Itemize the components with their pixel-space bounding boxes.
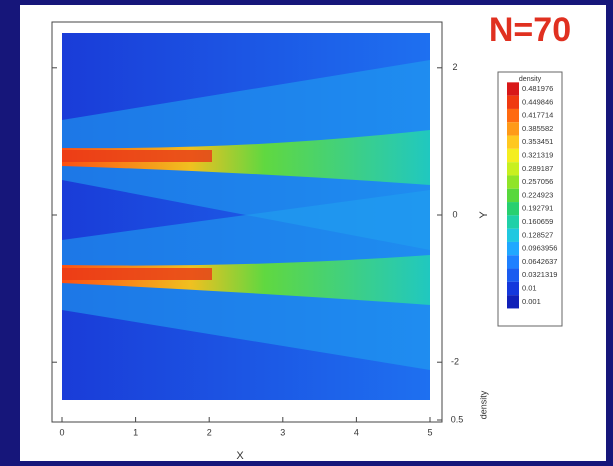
colorbar-swatch (507, 95, 519, 109)
colorbar-label: 0.321319 (522, 150, 553, 159)
x-label: X (236, 450, 244, 462)
colorbar-label: 0.001 (522, 297, 541, 306)
colorbar-swatch (507, 268, 519, 282)
colorbar-swatch (507, 122, 519, 136)
colorbar-label: 0.353451 (522, 137, 553, 146)
extra-tick-label: 0.5 (451, 414, 464, 424)
extra-axis-label: density (478, 390, 488, 419)
colorbar-swatch (507, 175, 519, 189)
colorbar-swatch (507, 202, 519, 216)
y-tick-label: 2 (452, 62, 457, 72)
y-label: Y (478, 211, 490, 219)
colorbar-label: 0.160659 (522, 217, 553, 226)
colorbar-label: 0.192791 (522, 204, 553, 213)
colorbar-swatch (507, 162, 519, 176)
title: N=70 (489, 11, 571, 49)
colorbar-swatch (507, 108, 519, 123)
colorbar-label: 0.449846 (522, 97, 553, 106)
colorbar-label: 0.385582 (522, 124, 553, 133)
x-tick-label: 0 (59, 427, 64, 437)
field (62, 33, 430, 400)
colorbar-swatch (507, 228, 519, 242)
colorbar-label: 0.224923 (522, 190, 553, 199)
colorbar-swatch (507, 241, 519, 256)
colorbar-label: 0.481976 (522, 84, 553, 93)
frame (51, 21, 443, 423)
y-tick-label: -2 (451, 357, 459, 367)
colorbar-title: density (519, 76, 542, 83)
colorbar-swatch (507, 215, 519, 229)
colorbar-label: 0.0963956 (522, 244, 557, 253)
colorbar-label: 0.289187 (522, 164, 553, 173)
y-tick-label: 0 (452, 209, 457, 219)
x-tick-label: 1 (133, 427, 138, 437)
colorbar-label: 0.0321319 (522, 270, 557, 279)
colorbar-swatch (507, 255, 519, 269)
x-tick-label: 2 (207, 427, 212, 437)
colorbar-swatch (507, 135, 519, 149)
colorbar-swatch (507, 148, 519, 163)
colorbar-swatch (507, 281, 519, 296)
colorbar-swatch (507, 82, 519, 96)
colorbar-swatch (507, 188, 519, 203)
x-tick-label: 4 (354, 427, 359, 437)
colorbar-label: 0.128527 (522, 230, 553, 239)
colorbar-label: 0.417714 (522, 111, 553, 120)
colorbar-label: 0.257056 (522, 177, 553, 186)
colorbar-swatch (507, 295, 519, 309)
colorbar-label: 0.01 (522, 283, 537, 292)
x-tick-label: 3 (280, 427, 285, 437)
x-tick-label: 5 (427, 427, 432, 437)
colorbar-label: 0.0642637 (522, 257, 557, 266)
